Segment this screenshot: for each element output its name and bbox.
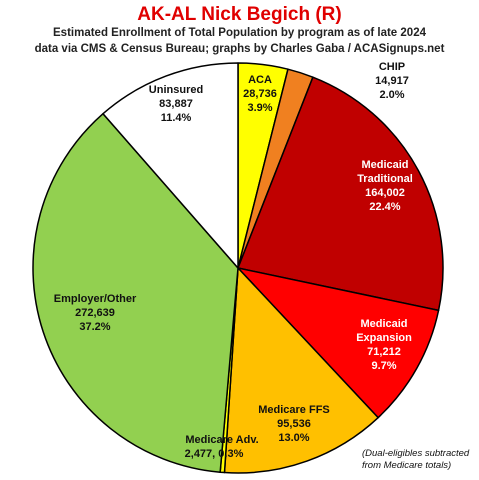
data-label-medicaid-expansion-1: Expansion (356, 332, 412, 344)
chart-subtitle-line-1: Estimated Enrollment of Total Population… (53, 27, 426, 39)
data-label-medicaid-expansion-3: 9.7% (371, 360, 396, 372)
data-label-aca-0: ACA (248, 74, 272, 86)
data-label-chip-0: CHIP (379, 61, 405, 73)
data-label-aca-1: 28,736 (243, 88, 277, 100)
data-label-medicaid-expansion-2: 71,212 (367, 346, 401, 358)
pie-slice-uninsured (102, 62, 239, 269)
pie-slice-medicaid-traditional (237, 76, 444, 312)
footnote-line-1: (Dual-eligibles subtracted (362, 448, 470, 459)
data-label-chip-2: 2.0% (379, 89, 404, 101)
data-label-employer-other-1: 272,639 (75, 307, 115, 319)
pie-slice-medicaid-expansion (237, 267, 440, 419)
data-label-medicare-adv-1: 2,477, 0.3% (185, 448, 244, 460)
data-label-chip-1: 14,917 (375, 75, 409, 87)
footnote: (Dual-eligibles subtracted from Medicare… (362, 448, 469, 472)
data-label-medicare-ffs-1: 95,536 (277, 418, 311, 430)
data-label-medicaid-expansion-0: Medicaid (360, 318, 407, 330)
data-label-employer-other-2: 37.2% (79, 321, 110, 333)
data-label-medicaid-traditional-1: Traditional (357, 173, 413, 185)
data-label-uninsured-0: Uninsured (149, 84, 203, 96)
chart-subtitle-line-2: data via CMS & Census Bureau; graphs by … (34, 43, 445, 55)
footnote-line-2: from Medicare totals) (362, 460, 452, 471)
pie-slice-employer-other (32, 112, 239, 473)
data-label-medicaid-traditional-2: 164,002 (365, 187, 405, 199)
chart-title: AK-AL Nick Begich (R) (137, 4, 342, 25)
data-label-medicaid-traditional-0: Medicaid (361, 159, 408, 171)
data-label-aca-2: 3.9% (247, 102, 272, 114)
data-label-medicare-adv-0: Medicare Adv. (185, 434, 258, 446)
data-label-employer-other-0: Employer/Other (54, 293, 137, 305)
data-label-medicaid-traditional-3: 22.4% (369, 201, 400, 213)
data-label-uninsured-1: 83,887 (159, 98, 193, 110)
data-label-uninsured-2: 11.4% (161, 112, 192, 124)
data-label-medicare-ffs-2: 13.0% (278, 432, 309, 444)
pie-slice-medicare-ffs (223, 267, 379, 474)
data-label-medicare-ffs-0: Medicare FFS (258, 404, 330, 416)
